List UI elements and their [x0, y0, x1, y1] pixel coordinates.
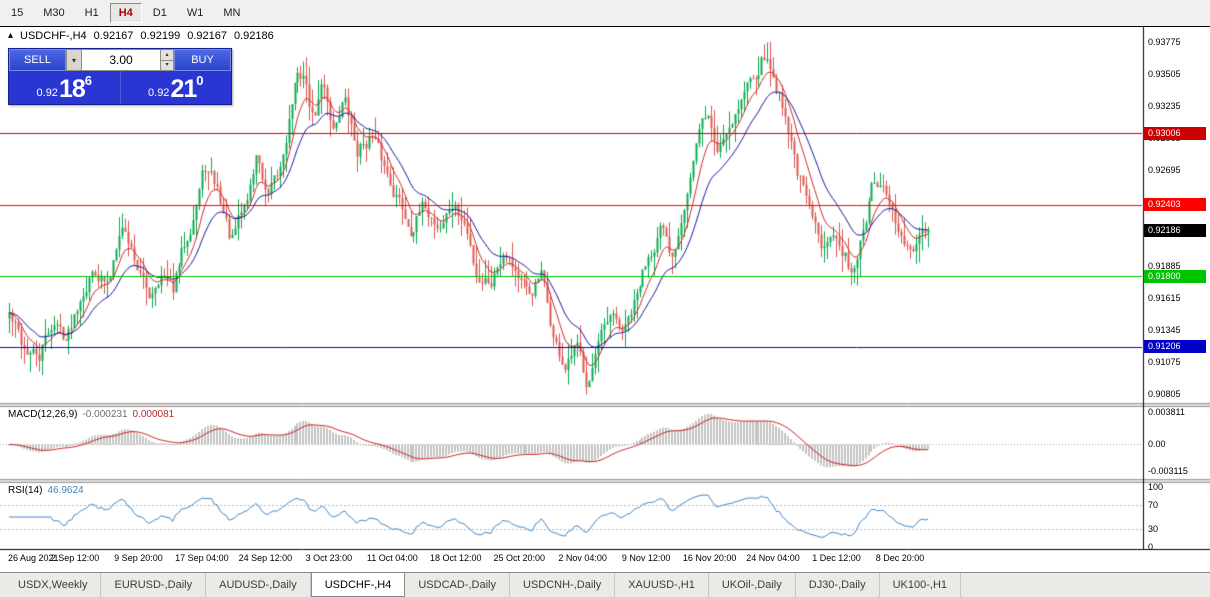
macd-axis-label: 0.003811: [1148, 407, 1185, 417]
ohlc-open: 0.92167: [93, 30, 134, 42]
tab-usdcad-daily[interactable]: USDCAD-,Daily: [405, 573, 510, 597]
time-axis-label: 24 Sep 12:00: [238, 553, 293, 563]
price-axis-label: 0.91885: [1148, 261, 1181, 272]
time-axis-label: 24 Nov 04:00: [746, 553, 800, 563]
price-level-badge: 0.92403: [1144, 198, 1206, 212]
rsi-axis-label: 30: [1148, 524, 1159, 534]
sell-price-base: 0.92: [36, 87, 58, 99]
tab-dj30-daily[interactable]: DJ30-,Daily: [796, 573, 880, 597]
tab-uk100-h1[interactable]: UK100-,H1: [880, 573, 962, 597]
tab-eurusd-daily[interactable]: EURUSD-,Daily: [101, 573, 207, 597]
sell-price-pips: 18: [58, 75, 86, 103]
price-axis-label: 0.93505: [1148, 69, 1181, 80]
rsi-axis-label: 100: [1148, 482, 1164, 492]
time-axis-label: 2 Sep 12:00: [50, 553, 100, 563]
price-axis-label: 0.93775: [1148, 37, 1181, 48]
buy-button[interactable]: BUY: [174, 49, 231, 71]
macd-axis-label: 0.00: [1148, 439, 1166, 450]
price-level-badge: 0.91800: [1144, 269, 1206, 283]
price-chart-canvas[interactable]: [0, 27, 1210, 572]
chart-window: ▴ USDCHF-,H4 0.92167 0.92199 0.92167 0.9…: [0, 27, 1210, 572]
chart-symbol: USDCHF-,H4: [20, 30, 87, 42]
chevron-down-icon: ▾: [71, 55, 76, 65]
rsi-axis-label: 0: [1148, 542, 1154, 552]
time-axis-label: 9 Nov 12:00: [621, 553, 671, 563]
timeframe-button-mn[interactable]: MN: [223, 7, 241, 19]
macd-name: MACD(12,26,9): [8, 409, 78, 420]
ohlc-high: 0.92199: [140, 30, 181, 42]
lot-dropdown-button[interactable]: ▾: [66, 49, 82, 71]
collapse-panel-icon[interactable]: ▴: [8, 30, 14, 41]
rsi-axis: 100 70 30 0: [1144, 27, 1210, 572]
rsi-name: RSI(14): [8, 485, 43, 496]
time-axis-label: 3 Oct 23:00: [305, 553, 353, 563]
macd-main-value: -0.000231: [82, 409, 128, 420]
macd-axis-label: -0.003115: [1148, 466, 1188, 476]
time-axis-label: 9 Sep 20:00: [114, 553, 163, 563]
rsi-panel-label: RSI(14) 46.9624: [8, 485, 84, 496]
macd-signal-value: 0.000081: [132, 409, 175, 420]
buy-price-fraction: 0: [196, 73, 204, 88]
sell-button[interactable]: SELL: [9, 49, 66, 71]
time-axis-label: 17 Sep 04:00: [175, 553, 229, 563]
time-axis-label: 16 Nov 20:00: [682, 553, 737, 563]
sell-price-fraction: 6: [84, 73, 92, 88]
tab-ukoil-daily[interactable]: UKOil-,Daily: [709, 573, 796, 597]
timeframe-button-d1[interactable]: D1: [152, 7, 167, 19]
time-axis-label: 1 Dec 12:00: [812, 553, 861, 563]
rsi-axis-label: 70: [1148, 500, 1159, 510]
timeframe-button-h4[interactable]: H4: [109, 3, 142, 23]
timeframe-button-m30[interactable]: M30: [43, 7, 65, 19]
one-click-trading-panel: SELL ▾ ▴ ▾ BUY 0.92 18 6 0.92 21 0: [8, 48, 232, 105]
timeframe-toolbar: 15 M30 H1 H4 D1 W1 MN: [0, 0, 1210, 27]
buy-price-pips: 21: [170, 75, 197, 103]
ohlc-header: ▴ USDCHF-,H4 0.92167 0.92199 0.92167 0.9…: [8, 30, 274, 42]
price-axis-label: 0.92695: [1148, 165, 1181, 176]
price-level-badge: 0.91206: [1144, 340, 1206, 354]
tab-audusd-daily[interactable]: AUDUSD-,Daily: [206, 573, 311, 597]
price-level-badge: 0.93006: [1144, 126, 1206, 140]
time-axis-label: 18 Oct 12:00: [429, 553, 482, 563]
macd-panel-label: MACD(12,26,9) -0.000231 0.000081: [8, 409, 174, 420]
ohlc-close: 0.92186: [233, 30, 274, 42]
buy-price-display[interactable]: 0.92 21 0: [119, 71, 232, 104]
lot-increase-button[interactable]: ▴: [161, 50, 173, 60]
lot-decrease-button[interactable]: ▾: [161, 59, 173, 70]
tab-usdcnh-daily[interactable]: USDCNH-,Daily: [510, 573, 616, 597]
macd-axis: 0.003811 0.00 -0.003115: [1144, 27, 1210, 572]
time-axis-label: 8 Dec 20:00: [875, 553, 925, 563]
time-axis-label: 2 Nov 04:00: [558, 553, 607, 563]
lot-spinner: ▴ ▾: [161, 49, 174, 71]
price-axis-label: 0.91075: [1148, 357, 1181, 368]
time-axis-label: 11 Oct 04:00: [366, 553, 418, 563]
tab-usdchf-h4[interactable]: USDCHF-,H4: [310, 572, 406, 597]
buy-price-base: 0.92: [148, 87, 170, 99]
time-axis: 26 Aug 2021 2 Sep 12:00 9 Sep 20:00 17 Sep …: [0, 551, 1143, 571]
price-axis-label: 0.90805: [1148, 389, 1181, 400]
tab-xauusd-h1[interactable]: XAUUSD-,H1: [615, 573, 709, 597]
lot-size-input[interactable]: [82, 49, 161, 71]
current-price-badge: 0.92186: [1144, 224, 1206, 237]
timeframe-button-w1[interactable]: W1: [186, 7, 204, 19]
sell-price-display[interactable]: 0.92 18 6: [9, 71, 120, 104]
timeframe-button-h1[interactable]: H1: [84, 7, 99, 19]
ohlc-low: 0.92167: [187, 30, 227, 42]
time-axis-label: 26 Aug 2021: [8, 553, 59, 563]
chart-tab-bar: USDX,Weekly EURUSD-,Daily AUDUSD-,Daily USD…: [0, 572, 1210, 597]
time-axis-label: 25 Oct 20:00: [493, 553, 545, 563]
price-axis: 0.937750.935050.932350.929650.926950.924…: [1144, 27, 1210, 572]
rsi-value: 46.9624: [47, 485, 84, 496]
price-axis-label: 0.93235: [1148, 101, 1181, 112]
price-axis-label: 0.91615: [1148, 293, 1181, 304]
price-axis-label: 0.91345: [1148, 325, 1181, 336]
tab-usdx-weekly[interactable]: USDX,Weekly: [5, 573, 102, 597]
timeframe-button-15[interactable]: 15: [11, 7, 24, 19]
